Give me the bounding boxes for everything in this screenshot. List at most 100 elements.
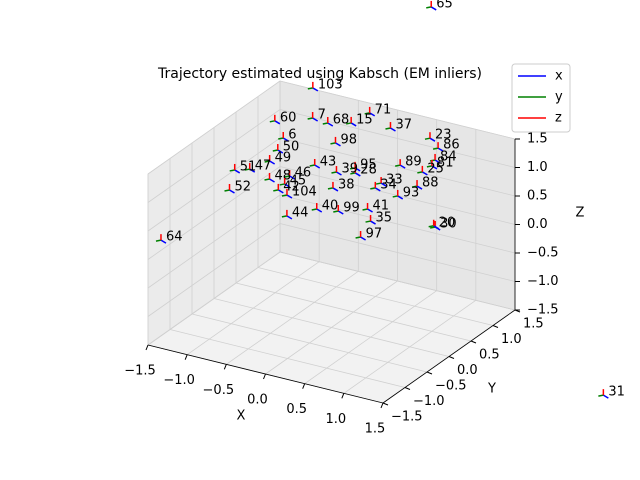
frame-axis (278, 137, 284, 140)
point-label: 41 (373, 199, 390, 214)
frame-axis (335, 142, 341, 147)
frame-axis (314, 164, 321, 169)
grid-line (147, 80, 281, 175)
point-label: 7 (318, 108, 326, 123)
legend-label: z (555, 111, 562, 126)
point (432, 142, 444, 152)
chart-title: Trajectory estimated using Kabsch (EM in… (157, 66, 482, 82)
point (281, 188, 293, 199)
point (284, 169, 296, 180)
legend-box (511, 63, 571, 133)
frame-axis (327, 187, 334, 190)
point-label: 103 (318, 77, 343, 92)
point (229, 163, 241, 174)
frame-axis (264, 160, 270, 163)
frame-axis (327, 122, 334, 127)
x-tick-label: −0.5 (203, 383, 235, 398)
point-label: 39 (341, 162, 358, 177)
frame-axis (349, 167, 356, 170)
grid-line (235, 282, 472, 342)
point (375, 177, 387, 187)
point-label: 64 (166, 230, 183, 245)
frame-axis (385, 127, 391, 130)
point-label: 38 (338, 177, 355, 192)
z-tick-label: −1.5 (527, 303, 559, 318)
point (392, 189, 404, 200)
frame-axis (311, 208, 317, 211)
frame-axis (307, 117, 313, 120)
point-label: 51 (240, 159, 257, 174)
y-tick-label: −0.5 (435, 379, 467, 394)
grid-line (147, 137, 281, 232)
point (424, 132, 436, 142)
grid-line (279, 251, 516, 311)
point-label: 86 (443, 138, 460, 153)
frame-axis (273, 189, 279, 192)
frame-axis (350, 122, 357, 127)
point (224, 184, 235, 194)
frame-axis (286, 215, 293, 220)
legend: xyz (511, 63, 571, 133)
frame-axis (430, 6, 437, 11)
frame-axis (316, 208, 323, 213)
frame-axis (437, 147, 444, 152)
point (370, 181, 381, 192)
x-axis-label: X (237, 409, 246, 424)
point-label: 60 (280, 110, 297, 125)
point-label: 47 (255, 159, 272, 174)
frame-axis (330, 142, 336, 145)
point (385, 122, 396, 132)
z-tick-label: 0.5 (527, 189, 548, 204)
frame-axis (429, 137, 436, 142)
point (364, 106, 376, 117)
frame-axis (244, 168, 250, 171)
grid-line (279, 137, 516, 197)
x-tick (145, 344, 149, 351)
point (307, 112, 319, 122)
frame-axis (375, 182, 382, 185)
y-tick (448, 356, 455, 359)
frame-axis (277, 189, 284, 194)
frame-axis (380, 182, 387, 187)
frame-axis (397, 195, 404, 200)
point (365, 215, 376, 225)
point (331, 166, 342, 176)
point-label: 49 (275, 150, 292, 165)
frame-axis (367, 208, 373, 213)
frame-axis (355, 236, 361, 239)
point-label: 33 (386, 173, 403, 188)
frame-axis (434, 159, 441, 164)
point-label: 45 (290, 173, 307, 188)
frame-axis (350, 172, 356, 175)
frame-axis (224, 189, 230, 192)
frame-axis (411, 185, 418, 188)
z-tick-label: −1.0 (527, 274, 559, 289)
frame-axis (333, 210, 339, 213)
point (264, 172, 275, 183)
frame-axis (249, 168, 256, 173)
grid-line (147, 223, 281, 317)
frame-axis (370, 187, 376, 190)
y-tick-label: 0.5 (479, 348, 500, 363)
point-label: 52 (235, 180, 252, 195)
y-tick-label: 1.0 (501, 332, 522, 347)
frame-axis (282, 137, 289, 142)
point (269, 114, 281, 125)
point-label: 20 (439, 215, 456, 230)
frame-axis (428, 225, 434, 228)
grid-line (279, 194, 516, 254)
point-label: 98 (340, 132, 357, 147)
point (426, 0, 437, 11)
frame-axis (286, 194, 293, 199)
frame-axis (281, 194, 288, 197)
point-label: 44 (292, 205, 309, 220)
point-label: 40 (322, 199, 339, 214)
frame-axis (426, 165, 433, 168)
point (362, 203, 373, 213)
frame-axis (284, 175, 290, 178)
frame-axis (264, 178, 270, 181)
grid-line (147, 251, 281, 346)
frame-axis (269, 178, 275, 183)
point (272, 144, 284, 154)
y-tick (470, 340, 477, 344)
